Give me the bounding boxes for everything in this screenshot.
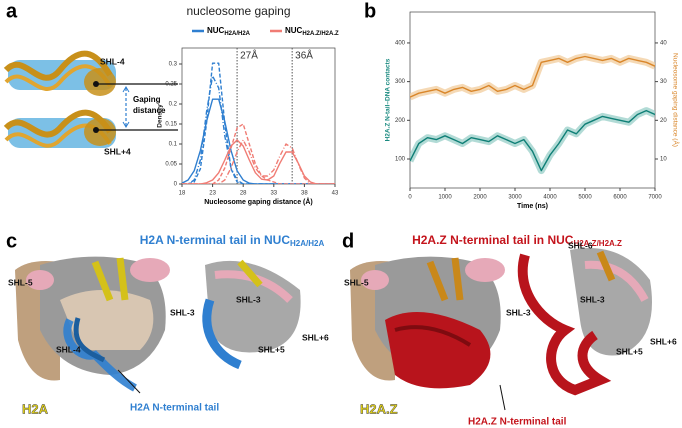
legend-entry: NUCH2A/H2A [207, 26, 251, 36]
y-tick-label: 0.25 [165, 82, 177, 88]
title-text: H2A.Z N-terminal tail in NUC [412, 233, 574, 247]
y-tick-label: 300 [395, 79, 406, 85]
y-tick-label: 200 [395, 118, 406, 124]
series-line [182, 139, 335, 184]
panel-letter: b [364, 0, 376, 22]
x-axis-label: Nucleosome gaping distance (Å) [204, 197, 313, 206]
y2-axis-label: Nucleosome gaping distance (Å) [671, 53, 680, 147]
y-tick-label: 0 [174, 182, 178, 188]
x-tick-label: 5000 [578, 195, 592, 201]
shl-label: SHL-3 [236, 294, 261, 304]
x-axis-label: Time (ns) [517, 203, 548, 210]
shl-label: SHL-5 [344, 277, 369, 287]
series-band [410, 53, 655, 101]
histone-label: H2A [22, 401, 49, 416]
molecule-d [350, 248, 652, 411]
x-tick-label: 38 [301, 191, 308, 197]
histone-label: H2A.Z [360, 401, 398, 416]
gap-label: distance [133, 106, 166, 115]
shl-label: SHL-4 [56, 344, 81, 354]
panel-letter: a [6, 0, 18, 22]
shl-label: SHL-5 [8, 277, 33, 287]
x-tick-label: 4000 [543, 195, 557, 201]
legend-sub: H2A.Z/H2A.Z [302, 31, 339, 37]
structure-label: SHL-4 [100, 56, 125, 66]
series-line [410, 109, 655, 172]
x-tick-label: 6000 [613, 195, 627, 201]
gap-label: Gaping [133, 95, 161, 104]
x-tick-label: 3000 [508, 195, 522, 201]
plot-frame [181, 47, 336, 185]
title-sub: H2A/H2A [290, 239, 324, 248]
molecule-c [15, 256, 301, 394]
shl-label: SHL+5 [258, 344, 285, 354]
y2-tick-label: 10 [660, 157, 667, 163]
y-axis-label: Density [157, 104, 164, 128]
y2-tick-label: 20 [660, 118, 667, 124]
plot-frame [409, 11, 656, 189]
legend-name: NUC [285, 26, 303, 35]
structure-label: SHL+4 [104, 146, 131, 156]
x-tick-label: 33 [270, 191, 277, 197]
y-tick-label: 0.2 [169, 102, 178, 108]
x-tick-label: 7000 [648, 195, 662, 201]
panel-title: H2A.Z N-terminal tail in NUCH2A.Z/H2A.Z [412, 233, 622, 248]
y-tick-label: 0.3 [169, 62, 178, 68]
legend-name: NUC [207, 26, 225, 35]
y-tick-label: 400 [395, 41, 406, 47]
shl-label: SHL-3 [506, 307, 531, 317]
reference-label: 27Å [240, 49, 258, 62]
shl-label: SHL-3 [580, 294, 605, 304]
series-line [410, 55, 655, 98]
y2-tick-label: 30 [660, 79, 667, 85]
panel-title: H2A N-terminal tail in NUCH2A/H2A [140, 233, 325, 248]
x-tick-label: 28 [240, 191, 247, 197]
legend-entry: NUCH2A.Z/H2A.Z [285, 26, 339, 36]
y-axis-label: H2A.Z N-tail–DNA contacts [385, 58, 392, 141]
shl-label: SHL+6 [302, 332, 329, 342]
title-text: H2A N-terminal tail in NUC [140, 233, 291, 247]
tail-label: H2A.Z N-terminal tail [468, 417, 567, 428]
reference-label: 36Å [295, 49, 313, 62]
y-tick-label: 0.15 [165, 122, 177, 128]
y-tick-label: 0.1 [169, 142, 178, 148]
shl-label: SHL-3 [170, 307, 195, 317]
shl-label: SHL+6 [650, 336, 677, 346]
x-tick-label: 18 [179, 191, 186, 197]
x-tick-label: 1000 [438, 195, 452, 201]
shl-label: SHL+5 [616, 346, 643, 356]
tail-label: H2A N-terminal tail [130, 403, 219, 414]
shl-label: SHL-6 [568, 240, 593, 250]
title-sub: H2A.Z/H2A.Z [573, 239, 622, 248]
panel-letter: d [342, 230, 354, 252]
x-tick-label: 0 [408, 195, 412, 201]
y2-tick-label: 40 [660, 41, 667, 47]
x-tick-label: 43 [332, 191, 339, 197]
chart-title: nucleosome gaping [186, 4, 290, 18]
panel-letter: c [6, 230, 17, 252]
legend-sub: H2A/H2A [224, 31, 250, 37]
x-tick-label: 2000 [473, 195, 487, 201]
series-line [182, 139, 335, 184]
y-tick-label: 100 [395, 157, 406, 163]
x-tick-label: 23 [209, 191, 216, 197]
dna-structure [3, 50, 178, 148]
y-tick-label: 0.05 [165, 162, 177, 168]
